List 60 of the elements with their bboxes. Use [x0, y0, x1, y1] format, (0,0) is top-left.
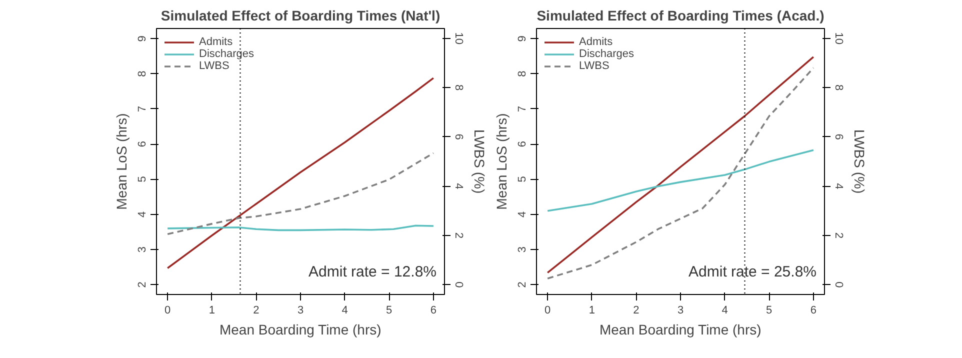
y2-tick-label: 6 [832, 134, 844, 140]
x-tick-label: 2 [253, 304, 260, 316]
y-tick-label: 6 [136, 141, 148, 148]
legend-label: LWBS [199, 60, 230, 72]
y-axis-title: Mean LoS (hrs) [114, 113, 130, 210]
line-series [546, 149, 814, 212]
annotation: Admit rate = 12.8% [308, 264, 436, 280]
y-tick-label: 8 [516, 70, 528, 77]
x-axis-title: Mean Boarding Time (hrs) [599, 322, 762, 338]
x-tick-label: 0 [544, 304, 551, 316]
chart-title: Simulated Effect of Boarding Times (Acad.) [536, 8, 824, 24]
y-tick-label: 7 [516, 106, 528, 112]
y-tick-label: 3 [136, 246, 148, 253]
x-tick-label: 6 [430, 304, 436, 316]
y2-tick-label: 8 [832, 84, 844, 91]
y-tick-label: 5 [136, 176, 148, 182]
y2-tick-label: 10 [832, 32, 844, 44]
y-tick-label: 9 [516, 36, 528, 42]
chart-title: Simulated Effect of Boarding Times (Nat'l) [160, 8, 440, 24]
y-axis-title: Mean LoS (hrs) [494, 113, 510, 210]
y-tick-label: 2 [516, 282, 528, 288]
y2-tick-label: 6 [452, 134, 464, 140]
y2-tick-label: 4 [832, 183, 844, 190]
y-tick-label: 6 [516, 141, 528, 148]
legend-label: Admits [199, 36, 233, 48]
x-tick-label: 5 [386, 304, 392, 316]
x-tick-label: 2 [633, 304, 640, 316]
y-tick-label: 5 [516, 176, 528, 182]
y2-tick-label: 2 [452, 232, 464, 238]
y-tick-label: 2 [136, 282, 148, 288]
y2-tick-label: 2 [832, 232, 844, 238]
y2-tick-label: 0 [452, 282, 464, 288]
legend-label: Discharges [579, 48, 634, 60]
x-tick-label: 3 [677, 304, 684, 316]
legend-label: Admits [579, 36, 613, 48]
x-tick-label: 1 [588, 304, 595, 316]
legend-label: LWBS [579, 60, 610, 72]
x-axis-title: Mean Boarding Time (hrs) [219, 322, 382, 338]
line-series [166, 152, 434, 236]
y-tick-label: 8 [136, 70, 148, 77]
x-tick-label: 1 [208, 304, 215, 316]
y-tick-label: 9 [136, 36, 148, 42]
y-tick-label: 7 [136, 106, 148, 112]
y-tick-label: 4 [136, 211, 148, 218]
y2-tick-label: 8 [452, 84, 464, 91]
x-tick-label: 6 [810, 304, 816, 316]
legend-label: Discharges [199, 48, 254, 60]
x-tick-label: 4 [722, 304, 728, 316]
y2-axis-title: LWBS (%) [852, 129, 868, 194]
y2-tick-label: 4 [452, 183, 464, 190]
x-tick-label: 4 [342, 304, 348, 316]
y-tick-label: 3 [516, 246, 528, 253]
y2-tick-label: 10 [452, 32, 464, 44]
annotation: Admit rate = 25.8% [688, 264, 816, 280]
x-tick-label: 3 [297, 304, 304, 316]
x-tick-label: 5 [766, 304, 772, 316]
y-tick-label: 4 [516, 211, 528, 218]
y2-tick-label: 0 [832, 282, 844, 288]
y2-axis-title: LWBS (%) [472, 129, 488, 194]
x-tick-label: 0 [164, 304, 171, 316]
